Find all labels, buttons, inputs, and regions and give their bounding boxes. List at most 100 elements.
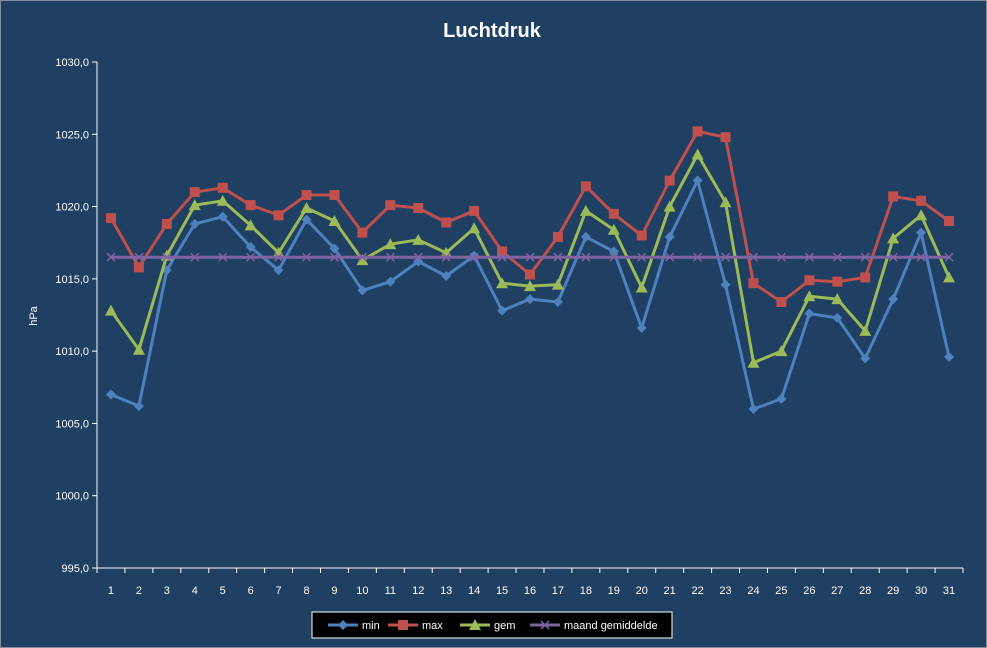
data-point xyxy=(245,200,256,211)
x-tick-label: 11 xyxy=(385,585,396,597)
marker-stroke xyxy=(540,620,550,630)
data-point xyxy=(748,252,759,262)
data-point xyxy=(720,279,731,290)
data-point xyxy=(580,181,591,192)
data-point xyxy=(888,294,899,305)
data-point xyxy=(832,312,843,323)
data-point xyxy=(860,272,871,283)
data-point xyxy=(441,217,452,228)
marker-stroke xyxy=(609,252,619,262)
marker-stroke xyxy=(721,252,731,262)
data-point xyxy=(720,132,731,143)
data-point xyxy=(692,175,703,186)
data-point xyxy=(748,278,759,289)
data-point xyxy=(607,223,620,235)
data-point xyxy=(188,199,201,211)
x-tick-label: 27 xyxy=(831,585,843,597)
data-point xyxy=(244,219,257,231)
legend: min max gem maand gemiddelde xyxy=(311,611,673,639)
data-point xyxy=(133,401,144,412)
data-point xyxy=(832,252,842,262)
data-point xyxy=(106,252,116,262)
data-point xyxy=(832,276,843,287)
data-point xyxy=(804,308,815,319)
marker-stroke xyxy=(190,252,200,262)
y-tick-label: 1030,0 xyxy=(55,57,89,69)
data-point xyxy=(384,238,397,250)
data-point xyxy=(859,324,872,336)
x-tick-label: 24 xyxy=(747,585,759,597)
data-point xyxy=(804,252,814,262)
data-point xyxy=(579,204,592,216)
data-point xyxy=(356,254,369,266)
data-point xyxy=(944,252,954,262)
x-tick-label: 10 xyxy=(356,585,368,597)
data-point xyxy=(357,252,367,262)
data-point xyxy=(497,246,508,257)
data-point xyxy=(916,252,926,262)
series-maand-gemiddelde xyxy=(106,252,954,262)
data-point xyxy=(608,246,619,257)
data-point xyxy=(860,252,870,262)
marker-stroke xyxy=(916,252,926,262)
data-point xyxy=(273,210,284,221)
data-point xyxy=(132,343,145,355)
data-point xyxy=(105,389,116,400)
x-tick-label: 8 xyxy=(303,585,309,597)
marker-stroke xyxy=(693,252,703,262)
data-point xyxy=(803,290,816,302)
axes: 995,0 1000,0 1005,0 1010,0 1015,0 1020,0 1025,… xyxy=(55,57,964,597)
x-tick-label: 26 xyxy=(803,585,815,597)
data-point xyxy=(553,252,563,262)
data-point xyxy=(134,252,144,262)
data-point xyxy=(216,194,229,206)
data-point xyxy=(218,252,228,262)
legend-marker xyxy=(398,620,408,630)
data-point xyxy=(888,252,898,262)
data-point xyxy=(441,252,451,262)
data-point xyxy=(105,213,116,224)
x-tick-label: 12 xyxy=(412,585,424,597)
data-point xyxy=(748,403,759,414)
marker-stroke xyxy=(246,252,256,262)
marker-stroke xyxy=(497,252,507,262)
marker-stroke xyxy=(162,252,172,262)
legend-label: max xyxy=(422,620,443,632)
data-point xyxy=(776,252,786,262)
marker-stroke xyxy=(581,252,591,262)
data-point xyxy=(692,126,703,137)
data-point xyxy=(636,230,647,241)
data-point xyxy=(329,252,339,262)
legend-item: maand gemiddelde xyxy=(530,620,658,632)
series-max xyxy=(105,126,955,307)
data-point xyxy=(552,231,563,242)
data-point xyxy=(944,351,955,362)
data-point xyxy=(245,242,256,253)
data-point xyxy=(721,252,731,262)
x-tick-label: 29 xyxy=(887,585,899,597)
data-point xyxy=(385,276,396,287)
y-tick-label: 1025,0 xyxy=(55,129,89,141)
x-tick-label: 23 xyxy=(719,585,731,597)
x-tick-label: 3 xyxy=(164,585,170,597)
data-point xyxy=(161,218,172,229)
x-tick-label: 15 xyxy=(496,585,508,597)
data-point xyxy=(916,195,927,206)
data-point xyxy=(329,190,340,201)
data-point xyxy=(301,190,312,201)
marker-stroke xyxy=(301,252,312,262)
x-tick-label: 6 xyxy=(248,585,254,597)
data-point xyxy=(525,294,535,305)
series-group xyxy=(104,126,956,414)
data-point xyxy=(944,216,955,227)
data-point xyxy=(804,275,815,286)
data-point xyxy=(246,252,256,262)
data-point xyxy=(189,218,200,229)
x-tick-label: 28 xyxy=(859,585,871,597)
data-point xyxy=(413,203,424,214)
data-point xyxy=(860,353,871,364)
x-tick-label: 19 xyxy=(608,585,620,597)
x-tick-label: 7 xyxy=(276,585,282,597)
data-point xyxy=(776,296,787,307)
